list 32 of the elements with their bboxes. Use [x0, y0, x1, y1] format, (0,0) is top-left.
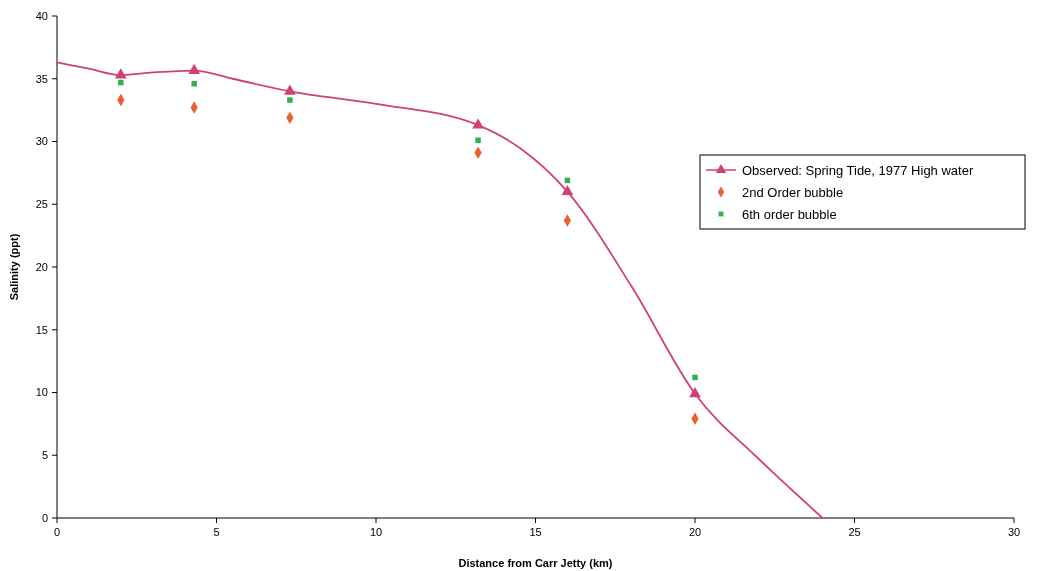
- point: [475, 137, 481, 143]
- point: [689, 386, 701, 398]
- y-tick-label: 15: [35, 323, 48, 336]
- legend-label: Observed: Spring Tide, 1977 High water: [742, 162, 974, 178]
- y-tick-label: 10: [35, 386, 48, 399]
- y-tick-label: 0: [41, 511, 48, 524]
- point: [472, 118, 484, 129]
- point: [188, 63, 201, 74]
- y-tick-label: 25: [35, 198, 48, 211]
- x-tick-label: 15: [529, 526, 542, 538]
- y-tick-label: 20: [35, 260, 48, 273]
- point: [692, 374, 698, 381]
- x-tick-label: 5: [213, 526, 220, 538]
- legend-label: 2nd Order bubble: [742, 184, 844, 200]
- y-tick-label: 40: [35, 9, 48, 22]
- point: [191, 81, 197, 87]
- y-axis-title: Salinity (ppt): [8, 233, 20, 301]
- point: [118, 79, 124, 86]
- y-tick-label: 35: [35, 72, 48, 85]
- legend-label: 6th order bubble: [742, 206, 837, 222]
- y-tick-label: 30: [35, 135, 48, 148]
- y-tick-label: 5: [41, 449, 48, 462]
- point: [561, 184, 574, 196]
- x-tick-label: 10: [369, 526, 383, 538]
- x-tick-label: 0: [53, 526, 61, 538]
- x-tick-label: 25: [848, 526, 861, 538]
- point: [287, 97, 293, 103]
- point: [283, 84, 296, 95]
- x-tick-label: 30: [1007, 526, 1021, 538]
- point: [114, 68, 127, 79]
- x-axis-title: Distance from Carr Jetty (km): [458, 557, 613, 569]
- x-tick-label: 20: [688, 526, 702, 538]
